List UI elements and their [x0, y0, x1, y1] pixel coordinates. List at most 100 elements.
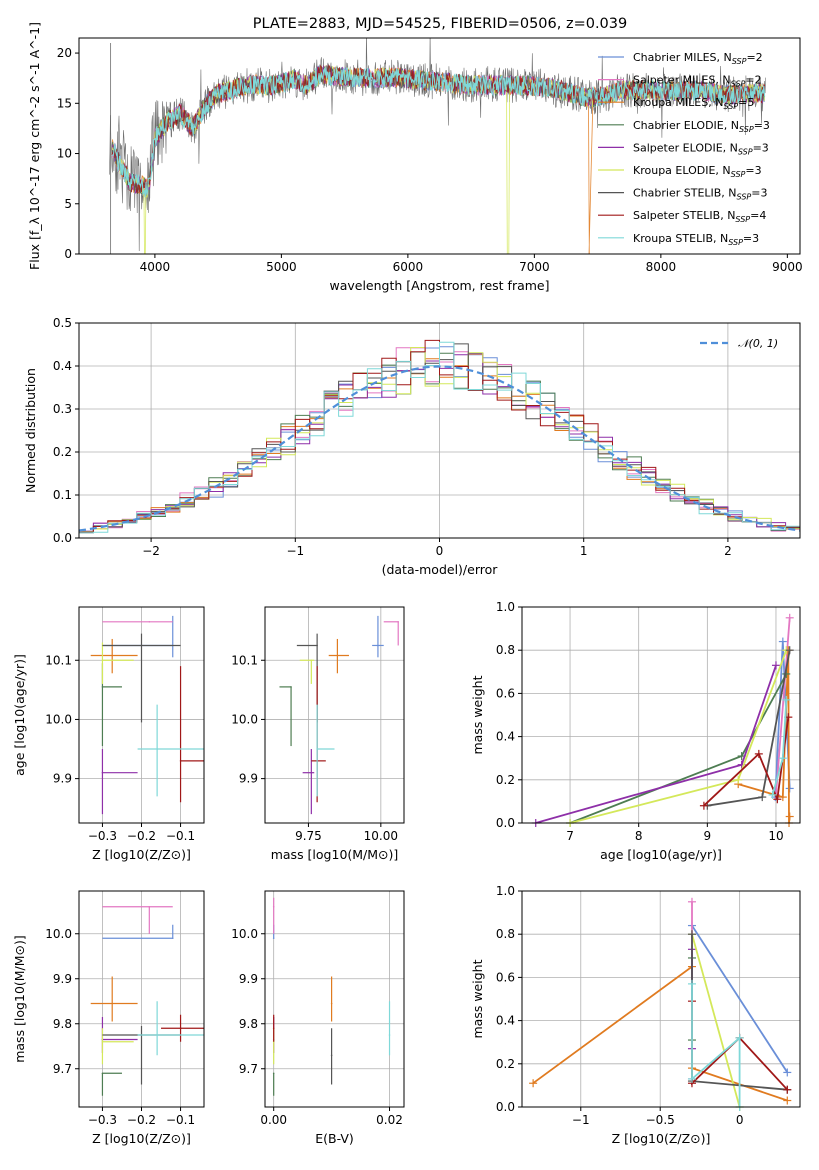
- model-spectrum-line: [111, 65, 765, 198]
- legend-count: =3: [753, 141, 769, 154]
- y-tick-label: 9.8: [53, 1017, 72, 1031]
- y-tick-label: 1.0: [496, 884, 515, 898]
- x-tick-label: 9000: [772, 260, 803, 274]
- legend-text: Salpeter STELIB, N: [633, 209, 735, 222]
- legend-entry: Kroupa STELIB, NSSP=3: [633, 232, 759, 247]
- data-point: [290, 686, 292, 688]
- x-tick-label: 9: [704, 829, 712, 843]
- y-tick-label: 10.0: [231, 712, 258, 726]
- data-point: [101, 659, 104, 662]
- y-tick-label: 9.9: [53, 772, 72, 786]
- legend-entry: Chabrier STELIB, NSSP=3: [633, 187, 767, 202]
- legend-count: =4: [750, 209, 766, 222]
- y-tick-label: 9.9: [239, 972, 258, 986]
- legend-entry: 𝒩(0, 1): [738, 337, 778, 350]
- x-tick-label: −0.1: [166, 1113, 195, 1127]
- figure-title: PLATE=2883, MJD=54525, FIBERID=0506, z=0…: [253, 16, 627, 32]
- x-tick-label: 10: [768, 829, 783, 843]
- weight-line: [775, 617, 791, 795]
- y-tick-label: 9.9: [53, 972, 72, 986]
- legend-entry: Kroupa MILES, NSSP=5: [633, 96, 754, 111]
- x-tick-label: −1: [572, 1113, 590, 1127]
- x-tick-label: 0: [736, 1113, 744, 1127]
- legend-entry: Kroupa ELODIE, NSSP=3: [633, 164, 762, 179]
- x-axis-label: Z [log10(Z/Z⊙)]: [612, 1131, 711, 1146]
- x-tick-label: 9.75: [295, 829, 322, 843]
- x-axis-label: wavelength [Angstrom, rest frame]: [329, 278, 549, 293]
- y-tick-label: 9.8: [239, 1017, 258, 1031]
- legend-entry: Salpeter STELIB, NSSP=4: [633, 209, 766, 224]
- legend-text: Salpeter MILES, N: [633, 74, 731, 87]
- x-tick-label: 0.00: [260, 1113, 287, 1127]
- data-point: [310, 771, 313, 774]
- axes-frame: [78, 37, 801, 255]
- y-axis-label: Flux [f_λ 10^-17 erg cm^-2 s^-1 A^-1]: [27, 22, 42, 270]
- weight-vs-metallicity-panel: −1 −0.5 0 0.0 0.2 0.4 0.6 0.8 1.0 Z [log10(Z/Z⊙)]…: [470, 884, 801, 1146]
- y-axis-label: mass [log10(M/M⊙)]: [12, 935, 27, 1063]
- data-point: [310, 659, 313, 662]
- legend-subscript: SSP: [731, 80, 746, 89]
- y-tick-label: 0.0: [496, 816, 515, 830]
- y-tick-label: 0.0: [496, 1100, 515, 1114]
- legend-text: Chabrier ELODIE, N: [633, 119, 739, 132]
- data-point: [272, 1027, 275, 1030]
- weight-line: [535, 665, 777, 823]
- y-axis-label: mass weight: [470, 675, 485, 754]
- data-point: [179, 760, 182, 762]
- x-axis-label: Z [log10(Z/Z⊙)]: [92, 847, 191, 862]
- weight-line: [569, 673, 788, 823]
- y-tick-label: 10.1: [231, 653, 258, 667]
- age-vs-metallicity-panel: −0.3 −0.2 −0.1 9.9 10.0 10.1 Z [log10(Z/Z⊙)] ag…: [12, 606, 205, 862]
- x-tick-label: 2: [724, 544, 732, 558]
- legend-count: =3: [745, 164, 761, 177]
- y-tick-label: 0.4: [496, 1014, 515, 1028]
- age-vs-mass-panel: 9.75 10.00 9.9 10.0 10.1 mass [log10(M/M⊙)]: [231, 606, 405, 862]
- x-tick-label: −0.5: [646, 1113, 675, 1127]
- residual-histogram-panel: −2 −1 0 1 2 0.0 0.1 0.2 0.3 0.4 0.5 (data-model)/er…: [23, 316, 801, 577]
- y-tick-label: 9.7: [53, 1062, 72, 1076]
- axes-frame: [264, 890, 405, 1108]
- legend-count: =3: [743, 232, 759, 245]
- weight-vs-age-panel: 7 8 9 10 0.0 0.2 0.4 0.6 0.8 1.0 age [log10(age/yr…: [470, 600, 801, 862]
- legend-subscript: SSP: [732, 57, 747, 66]
- axes-frame: [78, 606, 205, 824]
- mass-vs-metallicity-panel: −0.3 −0.2 −0.1 9.7 9.8 9.9 10.0 Z [log10(Z/Z⊙)]…: [12, 890, 205, 1146]
- y-tick-label: 0.6: [496, 686, 515, 700]
- y-tick-label: 9.7: [239, 1062, 258, 1076]
- data-point: [330, 1002, 333, 1005]
- legend-subscript: SSP: [738, 147, 753, 156]
- y-tick-label: 10.0: [231, 927, 258, 941]
- y-tick-label: 0.2: [496, 1057, 515, 1071]
- data-point: [388, 1034, 391, 1036]
- y-tick-label: 5: [64, 197, 72, 211]
- x-tick-label: −0.1: [166, 829, 195, 843]
- y-tick-label: 0.8: [496, 643, 515, 657]
- x-axis-label: mass [log10(M/M⊙)]: [271, 847, 399, 862]
- y-tick-label: 0.4: [496, 730, 515, 744]
- legend-text: Chabrier MILES, N: [633, 51, 732, 64]
- data-point: [101, 771, 104, 774]
- legend-subscript: SSP: [735, 215, 750, 224]
- data-point: [316, 748, 318, 750]
- y-tick-label: 0.8: [496, 927, 515, 941]
- y-tick-label: 10: [57, 147, 72, 161]
- y-tick-label: 10.0: [45, 712, 72, 726]
- legend-count: =2: [746, 51, 762, 64]
- legend-count: =2: [745, 74, 761, 87]
- y-tick-label: 0.3: [53, 402, 72, 416]
- axes-frame: [78, 322, 801, 539]
- y-axis-label: age [log10(age/yr)]: [12, 654, 27, 776]
- weight-line: [691, 925, 789, 1073]
- y-tick-label: 9.9: [239, 772, 258, 786]
- data-point: [140, 644, 143, 647]
- y-tick-label: 0.1: [53, 488, 72, 502]
- model-spectrum-line: [111, 65, 766, 198]
- legend-entry: Chabrier ELODIE, NSSP=3: [633, 119, 770, 134]
- legend-text: Chabrier STELIB, N: [633, 187, 737, 200]
- mass-vs-ebv-panel: 0.00 0.02 9.7 9.8 9.9 10.0 E(B-V): [231, 890, 405, 1146]
- legend-subscript: SSP: [723, 102, 738, 111]
- x-tick-label: 8: [635, 829, 643, 843]
- data-point: [101, 1040, 104, 1043]
- weight-line: [691, 983, 741, 1107]
- data-point: [397, 620, 400, 623]
